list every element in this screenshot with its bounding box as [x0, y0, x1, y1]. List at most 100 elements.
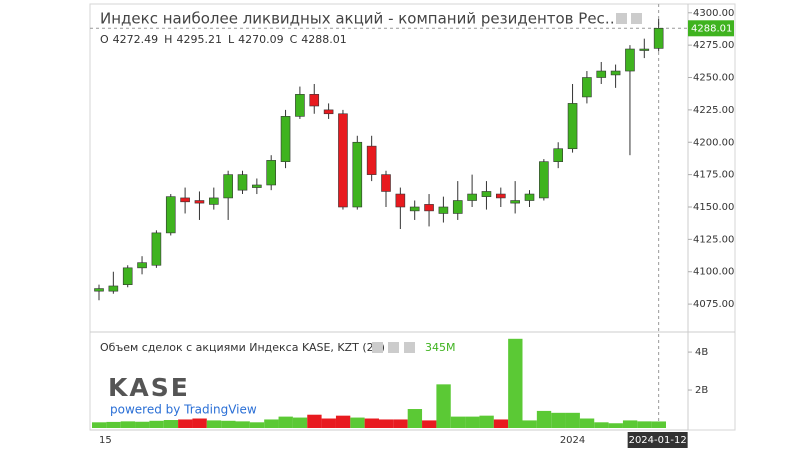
volume-title: Объем сделок с акциями Индекса KASE, KZT… [100, 341, 385, 354]
candle-body [639, 48, 650, 51]
candle-body [524, 193, 535, 201]
candle-body [452, 200, 463, 214]
logo: KASE [108, 373, 190, 402]
candle-body [553, 148, 564, 162]
icon[interactable] [631, 13, 642, 24]
volume-bar [422, 420, 437, 428]
candle-body [610, 70, 621, 76]
volume-bar [307, 414, 322, 428]
ohlc-value: 4295.21 [176, 33, 222, 46]
y-tick-label: 4200.00 [693, 137, 734, 148]
volume-bar [450, 416, 466, 428]
ohlc-value: 4272.49 [113, 33, 159, 46]
volume-bar [350, 417, 365, 428]
volume-bar [321, 418, 336, 428]
y-tick-label: 4B [695, 347, 708, 358]
volume-bar [235, 421, 250, 428]
candle-body [352, 141, 363, 208]
candle-body [539, 161, 549, 199]
y-tick-label: 4075.00 [693, 299, 734, 310]
ohlc-value: 4270.09 [238, 33, 284, 46]
candle-body [137, 262, 147, 269]
candle-body [108, 285, 119, 292]
x-crosshair-tag [627, 432, 688, 448]
volume-bar [465, 416, 480, 428]
candle-body [438, 206, 449, 214]
title-box [94, 7, 614, 31]
volume-bar [493, 419, 509, 428]
volume-bar [92, 422, 107, 428]
volume-bar [651, 421, 666, 428]
candle-body [395, 193, 406, 208]
volume-bar [120, 421, 136, 428]
volume-bar [379, 419, 394, 428]
volume-bar [393, 419, 408, 428]
icon[interactable] [404, 342, 415, 353]
candle-body [151, 232, 162, 266]
candle-body [381, 174, 391, 192]
candle-body [252, 184, 262, 188]
icon[interactable] [372, 342, 383, 353]
x-tick-label: 15 [99, 435, 112, 446]
x-tick-label: 2024-01-12 [629, 435, 687, 446]
candle-body [481, 191, 492, 197]
candle-body [625, 48, 635, 72]
candle-body [295, 94, 305, 117]
x-tick-label: 2024 [560, 435, 585, 446]
volume-bar [551, 412, 566, 428]
candle-body [338, 113, 348, 208]
y-tick-label: 4225.00 [693, 105, 734, 116]
candle-body [582, 77, 592, 98]
icon[interactable] [388, 342, 399, 353]
candle-body [94, 288, 104, 292]
volume-bar [637, 421, 652, 428]
y-tick-label: 2B [695, 385, 708, 396]
volume-bar [622, 420, 638, 428]
volume-bar [594, 422, 609, 428]
ohlc-key: H [164, 33, 172, 46]
volume-value: 345M [425, 341, 456, 354]
volume-bar [335, 415, 351, 428]
chart-frame [89, 3, 736, 431]
candle-body [409, 206, 420, 212]
candle-body [366, 145, 377, 175]
volume-bar [106, 421, 121, 428]
ohlc-key: C [290, 33, 298, 46]
volume-bar [249, 422, 265, 428]
volume-bar [479, 415, 494, 428]
candle-body [180, 197, 190, 203]
volume-bar [221, 420, 236, 428]
y-tick-label: 4300.00 [693, 8, 734, 19]
volume-bar [292, 417, 308, 428]
candle-body [266, 160, 277, 186]
candle-body [165, 196, 176, 234]
icon[interactable] [616, 13, 627, 24]
y-tick-label: 4100.00 [693, 267, 734, 278]
volume-bar [608, 423, 623, 428]
candle-body [223, 174, 233, 199]
candle-body [122, 267, 133, 285]
volume-bar [522, 420, 537, 428]
y-tick-label: 4275.00 [693, 40, 734, 51]
ohlc-legend: O 4272.49 H 4295.21 L 4270.09 C 4288.01 [100, 33, 347, 46]
candle-body [510, 200, 520, 204]
volume-bar [206, 420, 222, 428]
volume-bar [436, 384, 451, 428]
powered-by: powered by TradingView [110, 403, 257, 417]
candle-body [237, 174, 248, 191]
candle-body [309, 94, 320, 107]
candle-body [280, 116, 291, 162]
candle-body [323, 109, 334, 115]
volume-bar [565, 412, 580, 428]
volume-bar [149, 420, 164, 428]
volume-bar [364, 418, 379, 428]
volume-bar [178, 419, 193, 428]
price-tag [688, 20, 734, 37]
candle-body [495, 193, 506, 199]
ohlc-key: L [228, 33, 235, 46]
y-tick-label: 4125.00 [693, 234, 734, 245]
candle-body [194, 200, 205, 204]
volume-bar [508, 338, 523, 428]
candle-body [209, 197, 219, 205]
